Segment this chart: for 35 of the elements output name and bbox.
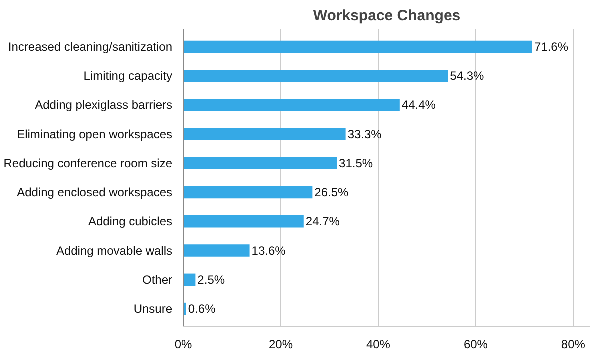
data-label: 2.5% (198, 272, 226, 287)
y-tick-label: Adding enclosed workspaces (17, 186, 173, 200)
data-label: 26.5% (314, 186, 350, 200)
data-label: 54.3% (450, 69, 485, 84)
y-tick-label: Limiting capacity (84, 69, 173, 84)
y-tick-label: Adding movable walls (56, 244, 172, 258)
bar (184, 216, 304, 228)
bar (184, 70, 448, 82)
y-tick-label: Unsure (134, 302, 173, 316)
bar (184, 274, 196, 286)
bar (184, 128, 346, 140)
data-label: 33.3% (348, 127, 382, 142)
bar (184, 99, 400, 112)
y-tick-label: Adding plexiglass barriers (35, 98, 173, 112)
x-tick-label: 20% (268, 338, 294, 352)
bar (184, 186, 313, 199)
data-label: 71.6% (534, 40, 569, 54)
x-tick-label: 60% (464, 338, 488, 352)
data-label: 44.4% (402, 98, 436, 112)
y-tick-label: Other (142, 272, 173, 287)
data-label: 24.7% (306, 214, 340, 229)
chart-title: Workspace Changes (313, 8, 461, 24)
bar (184, 157, 338, 170)
data-label: 0.6% (188, 302, 216, 316)
y-tick-label: Eliminating open workspaces (17, 127, 173, 142)
x-tick-label: 40% (366, 338, 391, 352)
y-tick-label: Increased cleaning/sanitization (8, 40, 173, 54)
data-label: 31.5% (339, 156, 374, 170)
bar (184, 244, 250, 257)
bar (184, 40, 532, 54)
x-tick-label: 80% (561, 338, 586, 352)
y-tick-label: Adding cubicles (88, 214, 173, 229)
data-label: 13.6% (252, 244, 286, 258)
y-tick-label: Reducing conference room size (4, 156, 173, 170)
x-tick-label: 0% (174, 338, 192, 352)
